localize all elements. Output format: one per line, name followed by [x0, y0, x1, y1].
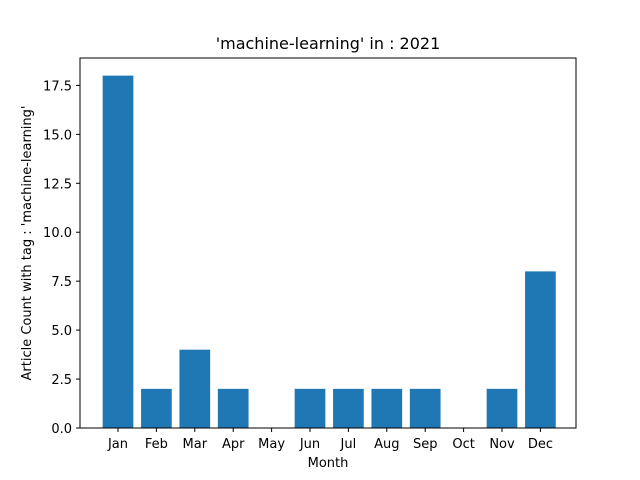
x-tick-label: Jan: [107, 437, 128, 452]
bar-jul: [333, 388, 364, 428]
y-tick-label: 12.5: [43, 177, 72, 192]
x-tick-label: Jun: [299, 437, 320, 452]
plot-frame: [79, 57, 577, 429]
y-tick-label: 10.0: [43, 226, 72, 241]
bar-nov: [486, 388, 518, 428]
y-tick-label: 17.5: [43, 79, 72, 94]
y-tick-label: 7.5: [51, 275, 72, 290]
bar-apr: [217, 388, 249, 428]
bar-jan: [102, 75, 134, 429]
y-tick-label: 0.0: [51, 422, 72, 437]
x-tick-label: Nov: [489, 437, 515, 452]
bar-aug: [371, 388, 403, 428]
bar-dec: [525, 271, 556, 428]
x-tick-label: Oct: [452, 437, 474, 452]
x-tick-label: Aug: [374, 437, 399, 452]
y-tick-label: 15.0: [43, 128, 72, 143]
bar-jun: [294, 388, 326, 428]
x-tick-label: Sep: [413, 437, 438, 452]
y-tick-label: 5.0: [51, 324, 72, 339]
x-tick-label: Mar: [183, 437, 208, 452]
x-tick-label: Dec: [528, 437, 553, 452]
x-axis: Jan Feb Mar Apr May Jun Jul Aug Sep Oct Nov Dec: [107, 428, 553, 452]
bar-mar: [179, 349, 211, 428]
x-tick-label: Jul: [340, 437, 357, 452]
x-axis-label: Month: [308, 456, 349, 471]
x-tick-label: Feb: [145, 437, 168, 452]
chart-title: 'machine-learning' in : 2021: [216, 34, 441, 53]
x-tick-label: May: [258, 437, 285, 452]
bar-sep: [409, 388, 441, 428]
y-tick-label: 2.5: [51, 373, 72, 388]
y-axis: 0.0 2.5 5.0 7.5 10.0 12.5 15.0 17.5: [43, 79, 80, 437]
y-axis-label: Article Count with tag : 'machine-learni…: [20, 106, 35, 381]
bars-layer: [102, 75, 556, 429]
x-tick-label: Apr: [222, 437, 245, 452]
bar-feb: [141, 388, 172, 428]
